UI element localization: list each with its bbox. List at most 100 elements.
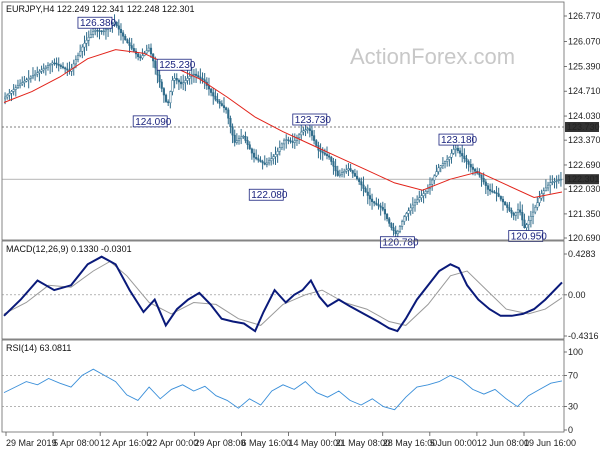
candle-body [171,80,174,92]
candle-body [115,21,118,26]
candle-body [313,135,316,141]
candle-body [443,161,447,164]
candle-body [368,195,371,200]
candle-body [381,207,384,210]
candle-body [362,184,365,189]
price-annotation-label: 120.780 [382,238,419,249]
candle-body [394,230,397,235]
candle-body [128,42,131,46]
time-tick-label: 14 May 00:00 [289,438,344,448]
candle-body [164,94,168,102]
candle-body [145,50,148,54]
time-tick-label: 29 Apr 08:00 [194,438,245,448]
candle-body [523,219,526,228]
candle-body [227,109,230,119]
candle-body [403,216,406,222]
candle-body [210,88,213,93]
candle-body [516,209,520,213]
candle-body [139,56,142,59]
candle-body [358,178,361,182]
candle-body [154,60,157,69]
candle-body [304,129,307,132]
macd-line [3,255,563,333]
candle-body [379,205,382,208]
candle-body [409,207,412,211]
candle-body [553,181,556,183]
candle-body [398,226,402,232]
price-tick-label: 120.690 [568,233,600,243]
candle-body [351,170,354,174]
price-annotation-box [292,113,328,126]
candle-body [396,231,399,235]
current-price-label: 122.301 [565,174,600,185]
price-annotation-label: 123.730 [295,115,332,126]
moving-average-line [3,49,563,199]
candle-body [493,191,496,194]
candle-body [338,173,341,176]
candle-body [38,71,41,74]
price-tick-label: 124.030 [568,111,600,121]
candle-body [255,157,258,159]
candle-body [531,211,535,217]
candle-body [233,134,236,143]
candle-body [55,62,58,65]
candle-body [454,147,457,150]
rsi-panel: RSI(14) 63.0811 100 70 30 0 [1,339,583,435]
candle-body [446,159,449,162]
resistance-price-label: 123.730 [565,122,600,132]
candle-body [471,166,474,170]
candle-body [334,165,337,172]
candle-body [484,181,487,186]
time-tick-label: 22 Apr 00:00 [147,438,198,448]
candle-body [199,76,202,79]
candle-body [122,32,125,37]
candle-body [366,191,369,196]
candle-body [456,147,459,152]
candle-body [229,118,232,127]
candle-body [491,190,494,193]
candle-body [57,63,60,66]
resistance-price-text: 123.730 [567,122,600,132]
candle-body [160,81,163,89]
candle-body [137,53,140,58]
price-annotation-box [438,133,474,146]
candle-body [25,79,28,82]
candle-body [330,156,333,162]
candle-body [435,171,438,177]
candle-body [83,42,86,48]
rsi-tick-label: 30 [568,402,578,412]
candle-body [235,140,238,143]
candle-body [188,76,191,79]
rsi-line [3,368,563,411]
candle-body [6,94,9,98]
symbol-header: EURJPY,H4 122.249 122.341 122.248 122.30… [6,4,195,14]
resistance-price-tag [565,122,599,132]
candle-body [94,30,97,32]
candle-body [31,75,35,78]
candle-body [49,64,52,66]
candle-body [521,212,524,221]
candle-body [308,128,311,131]
candle-body [21,82,24,85]
candle-body [482,177,485,183]
candle-body [274,154,277,157]
price-annotation-label: 122.080 [251,190,288,201]
candle-body [265,162,268,165]
candle-body [270,158,273,162]
candle-body [547,184,550,189]
candle-body [474,169,477,172]
candle-body [23,80,26,83]
price-annotations: 126.380 125.230 124.090 123.730 122.080 123.1… [77,16,547,249]
candle-body [130,45,133,49]
candle-body [117,25,120,30]
candle-body [126,39,129,43]
candle-body [343,171,346,174]
time-tick-label: 6 May 16:00 [241,438,291,448]
candle-body [465,158,468,162]
candle-body [34,73,37,76]
candle-body [536,202,539,208]
rsi-tick-label: 70 [568,370,578,380]
